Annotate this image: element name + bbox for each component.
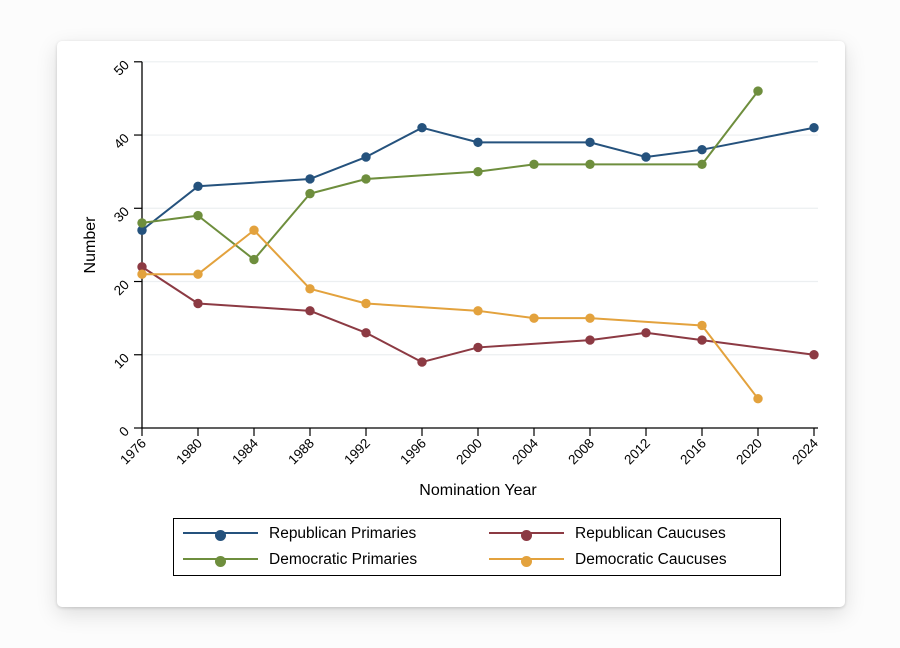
point-republican-caucuses-2024: [809, 350, 819, 360]
point-democratic-caucuses-1992: [361, 298, 371, 309]
point-republican-primaries-2000: [473, 137, 483, 148]
point-republican-primaries-1992: [361, 152, 371, 162]
point-republican-primaries-2008: [585, 137, 595, 148]
point-democratic-primaries-1980: [193, 210, 203, 221]
series-line-republican-caucuses: [141, 266, 815, 364]
axes: [134, 61, 818, 436]
legend-marker-democratic-caucuses: [489, 555, 564, 567]
series-democratic-primaries: [137, 86, 763, 265]
legend-marker-democratic-primaries: [183, 555, 258, 567]
series-line-democratic-caucuses: [142, 229, 759, 400]
y-tick-label-50: 50: [111, 57, 132, 78]
point-republican-caucuses-2008: [585, 335, 595, 345]
point-democratic-primaries-2020: [753, 86, 763, 96]
point-democratic-caucuses-2000: [473, 306, 483, 316]
chart-legend: Republican Primaries Republican Caucuses D…: [173, 518, 781, 576]
legend-item-republican-primaries: Republican Primaries: [183, 521, 489, 547]
point-republican-caucuses-1988: [305, 306, 315, 316]
point-republican-caucuses-2016: [697, 335, 707, 345]
tick-labels: 0 10 20 30 40 50 1976 1980 1984 1988 1992 1996 2000 2…: [111, 57, 822, 467]
point-democratic-primaries-2016: [697, 159, 707, 170]
data-series: [137, 86, 819, 404]
series-democratic-caucuses: [137, 225, 763, 404]
point-republican-caucuses-1992: [361, 328, 371, 338]
legend-item-democratic-caucuses: Democratic Caucuses: [489, 547, 780, 573]
point-democratic-caucuses-2008: [585, 313, 595, 323]
legend-item-republican-caucuses: Republican Caucuses: [489, 521, 780, 547]
chart-card: 0 10 20 30 40 50 1976 1980 1984 1988 1992 1996 2000 2…: [57, 41, 845, 607]
legend-dot-republican-caucuses: [521, 529, 532, 541]
point-republican-primaries-2012: [641, 152, 651, 162]
point-democratic-primaries-1992: [361, 174, 371, 184]
series-republican-caucuses: [137, 262, 819, 367]
legend-dot-democratic-primaries: [215, 555, 226, 567]
x-tick-label-1988: 1988: [285, 436, 317, 468]
point-republican-caucuses-2012: [641, 328, 651, 338]
x-tick-label-1976: 1976: [117, 436, 149, 468]
x-tick-label-1992: 1992: [341, 436, 373, 468]
point-democratic-primaries-2000: [473, 166, 483, 177]
point-democratic-primaries-1976: [137, 218, 147, 228]
point-democratic-caucuses-2004: [529, 313, 539, 323]
series-line-democratic-primaries: [141, 90, 759, 261]
legend-label-democratic-primaries: Democratic Primaries: [269, 551, 418, 568]
y-tick-label-0: 0: [116, 424, 132, 440]
point-republican-primaries-1976: [137, 225, 147, 235]
point-democratic-caucuses-1980: [193, 269, 203, 279]
point-republican-caucuses-1976: [137, 262, 147, 272]
point-republican-primaries-1988: [305, 174, 315, 184]
legend-label-republican-primaries: Republican Primaries: [269, 525, 417, 542]
y-axis-title: Number: [82, 216, 99, 274]
legend-label-republican-caucuses: Republican Caucuses: [575, 525, 726, 542]
point-democratic-caucuses-1984: [249, 225, 259, 235]
legend-dot-republican-primaries: [215, 529, 226, 541]
x-tick-label-2008: 2008: [565, 436, 597, 468]
x-tick-label-1996: 1996: [397, 436, 429, 468]
series-line-republican-primaries: [141, 126, 815, 232]
point-democratic-caucuses-2020: [753, 394, 763, 404]
point-republican-primaries-2024: [809, 123, 819, 133]
x-tick-label-2004: 2004: [509, 435, 541, 467]
point-democratic-primaries-2004: [529, 159, 539, 170]
gridlines: [142, 61, 818, 356]
legend-label-democratic-caucuses: Democratic Caucuses: [575, 551, 727, 568]
x-tick-label-2012: 2012: [621, 436, 653, 468]
x-tick-label-1984: 1984: [229, 435, 261, 467]
point-republican-primaries-2016: [697, 144, 707, 155]
legend-marker-republican-caucuses: [489, 529, 564, 541]
point-democratic-caucuses-2016: [697, 320, 707, 331]
point-republican-primaries-1980: [193, 181, 203, 192]
y-tick-label-10: 10: [111, 350, 132, 371]
point-democratic-caucuses-1976: [137, 269, 147, 279]
x-tick-label-2000: 2000: [453, 436, 485, 468]
point-republican-caucuses-1996: [417, 357, 427, 367]
x-tick-label-1980: 1980: [173, 436, 205, 468]
point-democratic-primaries-2008: [585, 159, 595, 170]
point-democratic-caucuses-1988: [305, 284, 315, 294]
y-tick-label-40: 40: [111, 131, 132, 152]
point-republican-primaries-1996: [417, 123, 427, 133]
point-democratic-primaries-1984: [249, 254, 259, 265]
point-republican-caucuses-1980: [193, 298, 203, 309]
y-tick-label-30: 30: [111, 204, 132, 225]
legend-dot-democratic-caucuses: [521, 555, 532, 567]
x-axis-title: Nomination Year: [419, 482, 537, 499]
legend-item-democratic-primaries: Democratic Primaries: [183, 547, 489, 573]
line-chart: 0 10 20 30 40 50 1976 1980 1984 1988 1992 1996 2000 2…: [82, 57, 822, 499]
x-tick-label-2016: 2016: [677, 436, 709, 468]
legend-marker-republican-primaries: [183, 529, 258, 541]
x-tick-label-2020: 2020: [733, 436, 765, 468]
series-republican-primaries: [137, 123, 819, 235]
point-republican-caucuses-2000: [473, 342, 483, 353]
x-tick-label-2024: 2024: [789, 435, 821, 467]
point-democratic-primaries-1988: [305, 188, 315, 199]
y-tick-label-20: 20: [111, 277, 132, 298]
